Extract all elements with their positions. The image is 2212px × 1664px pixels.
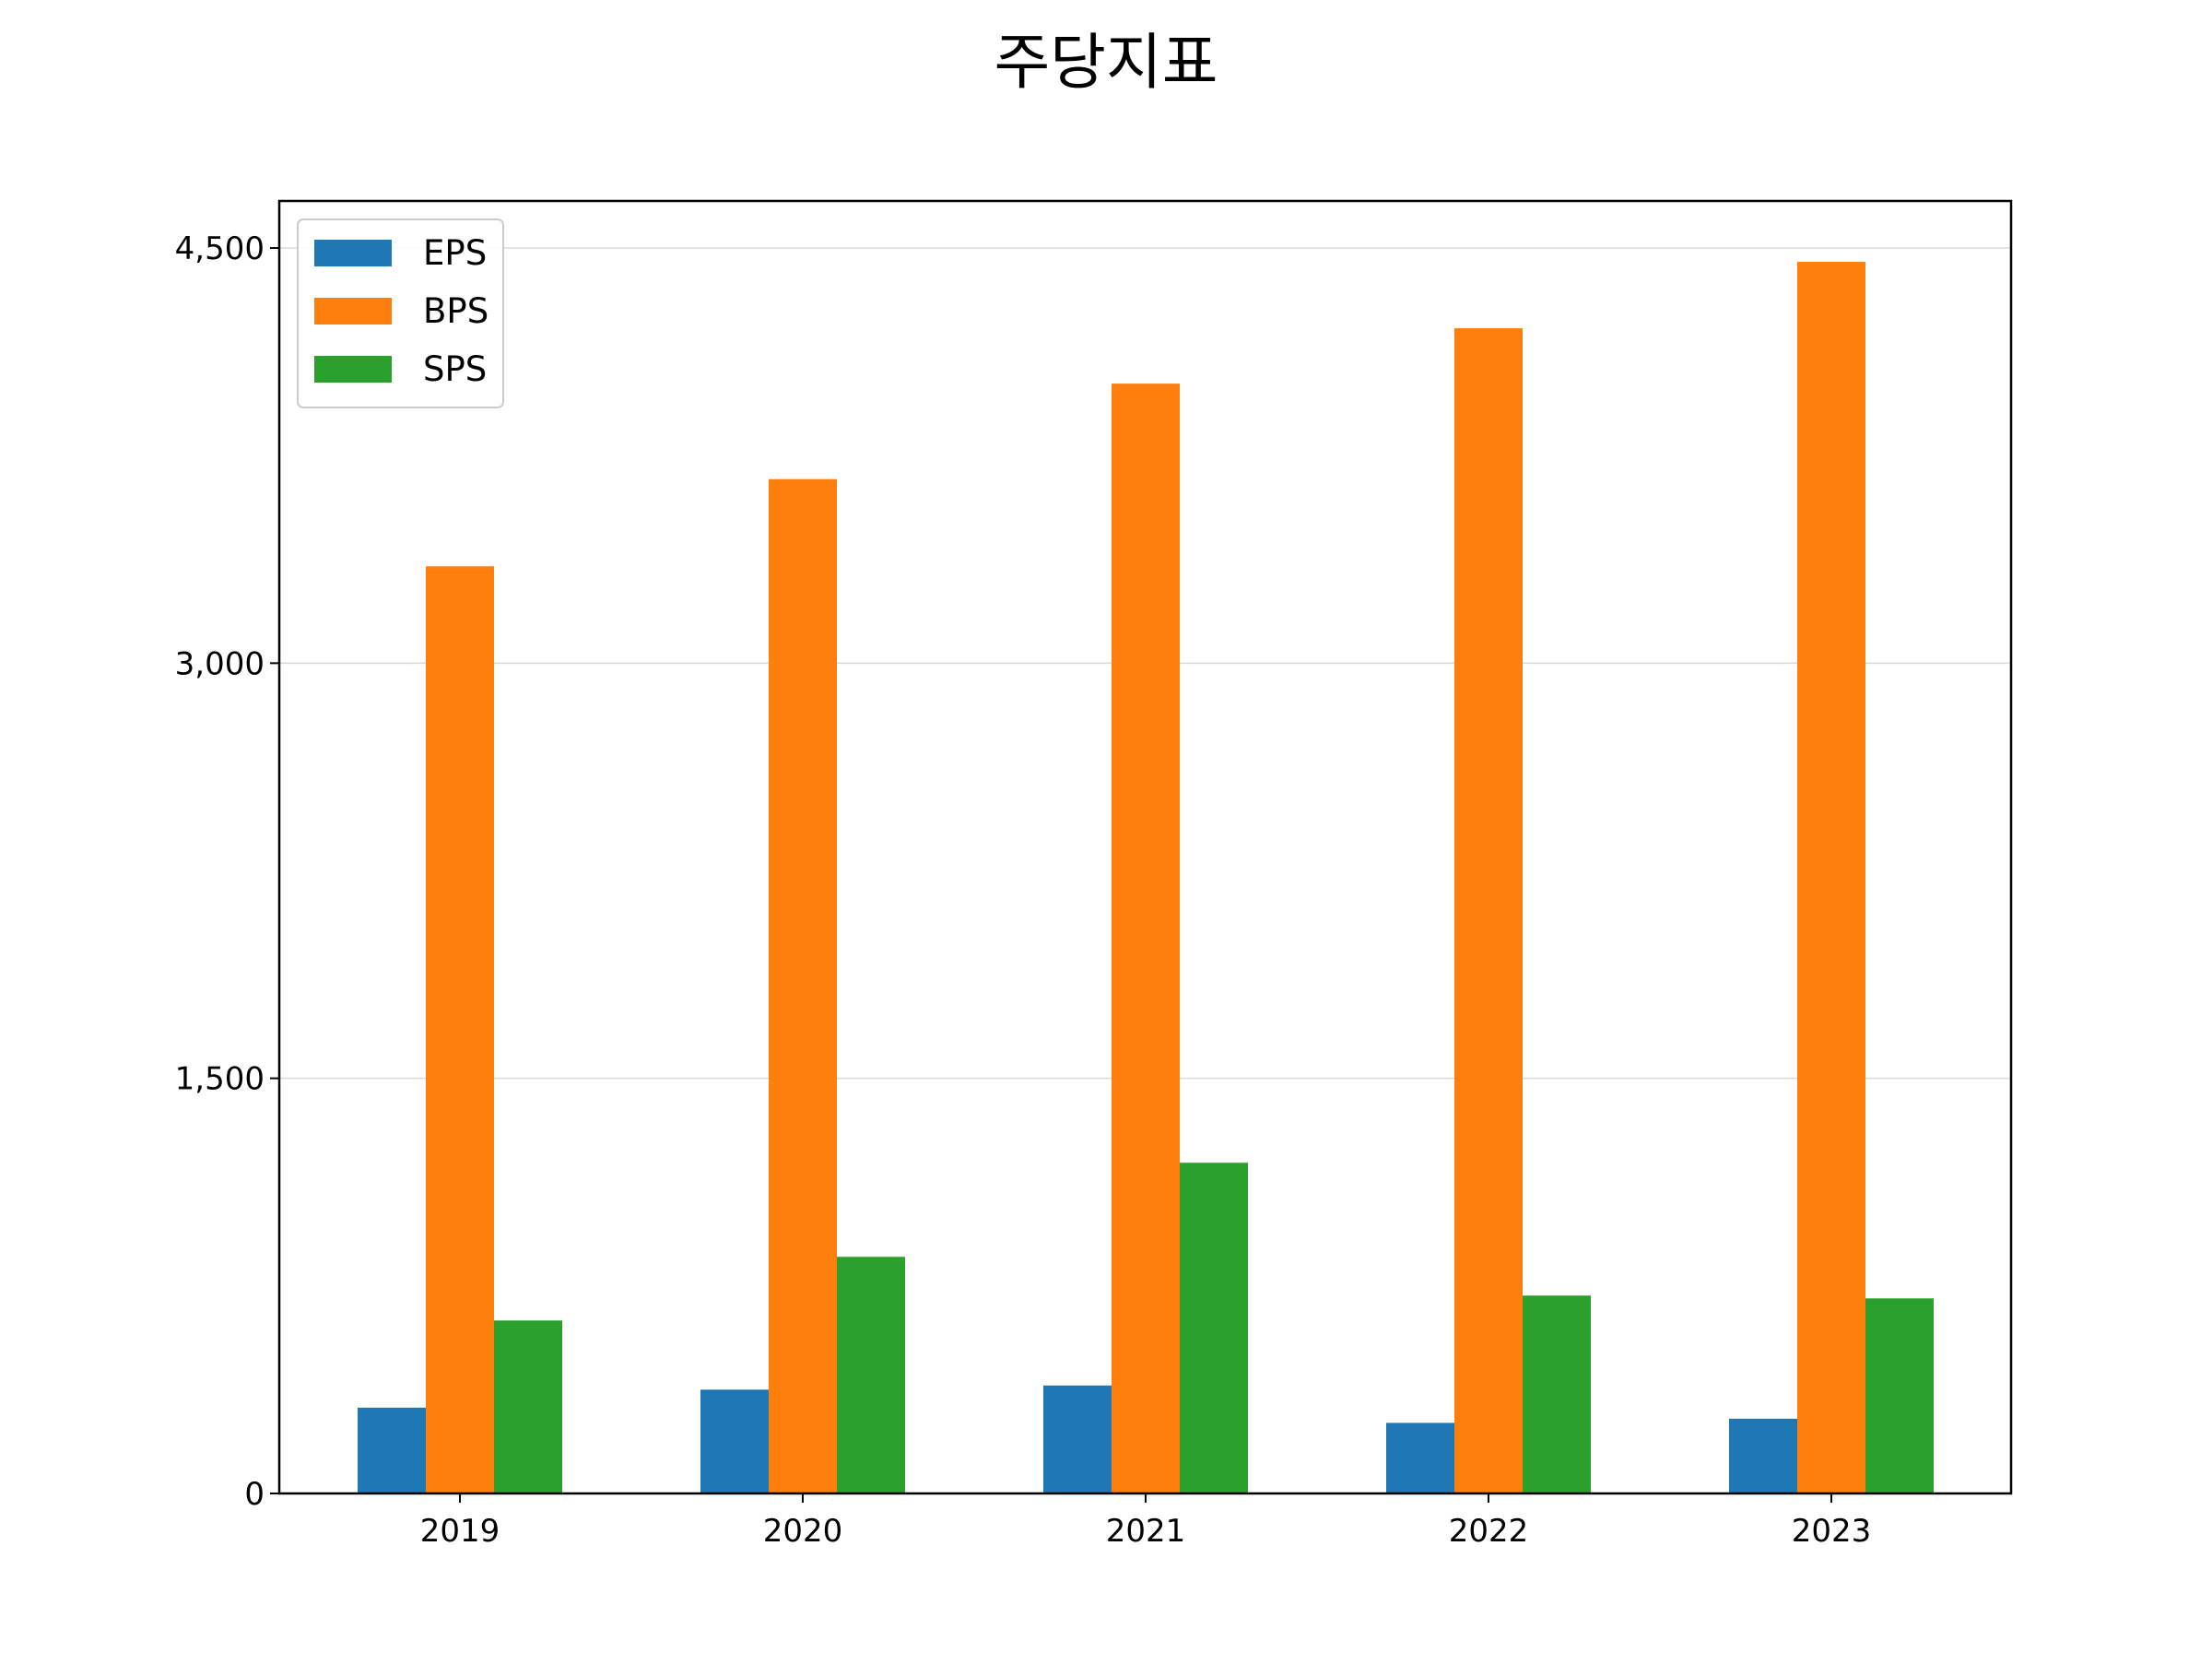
legend-label-bps: BPS — [423, 291, 488, 331]
legend: EPS BPS SPS — [297, 218, 504, 408]
legend-label-eps: EPS — [423, 233, 487, 273]
bar-eps-2023 — [1729, 1418, 1797, 1493]
bar-eps-2019 — [358, 1407, 426, 1493]
bar-bps-2022 — [1454, 328, 1523, 1493]
legend-swatch-bps — [314, 298, 392, 325]
legend-label-sps: SPS — [423, 349, 487, 389]
x-tick-label: 2021 — [1106, 1513, 1186, 1550]
y-axis: 0 1,500 3,000 4,500 — [175, 230, 279, 1513]
bar-bps-2020 — [769, 478, 837, 1493]
x-tick-label: 2019 — [420, 1513, 500, 1550]
bar-eps-2021 — [1043, 1385, 1112, 1493]
x-tick-label: 2023 — [1792, 1513, 1872, 1550]
bar-sps-2020 — [837, 1257, 905, 1493]
bar-bps-2019 — [426, 566, 494, 1493]
x-axis: 2019 2020 2021 2022 2023 — [420, 1493, 1872, 1550]
y-tick-label: 4,500 — [175, 230, 265, 267]
bar-sps-2022 — [1523, 1295, 1591, 1493]
chart-title: 주당지표 — [994, 27, 1218, 98]
bar-bps-2021 — [1112, 384, 1180, 1493]
bar-sps-2023 — [1865, 1298, 1934, 1493]
bar-eps-2020 — [700, 1389, 769, 1493]
x-tick-label: 2022 — [1449, 1513, 1529, 1550]
x-tick-label: 2020 — [763, 1513, 843, 1550]
y-tick-label: 1,500 — [175, 1061, 265, 1098]
bar-sps-2021 — [1180, 1162, 1248, 1493]
bar-sps-2019 — [494, 1320, 562, 1493]
bars — [358, 262, 1934, 1493]
y-tick-label: 0 — [244, 1476, 265, 1513]
y-tick-label: 3,000 — [175, 645, 265, 682]
legend-swatch-eps — [314, 240, 392, 266]
legend-swatch-sps — [314, 356, 392, 383]
bar-bps-2023 — [1797, 262, 1865, 1493]
bar-eps-2022 — [1386, 1422, 1454, 1493]
